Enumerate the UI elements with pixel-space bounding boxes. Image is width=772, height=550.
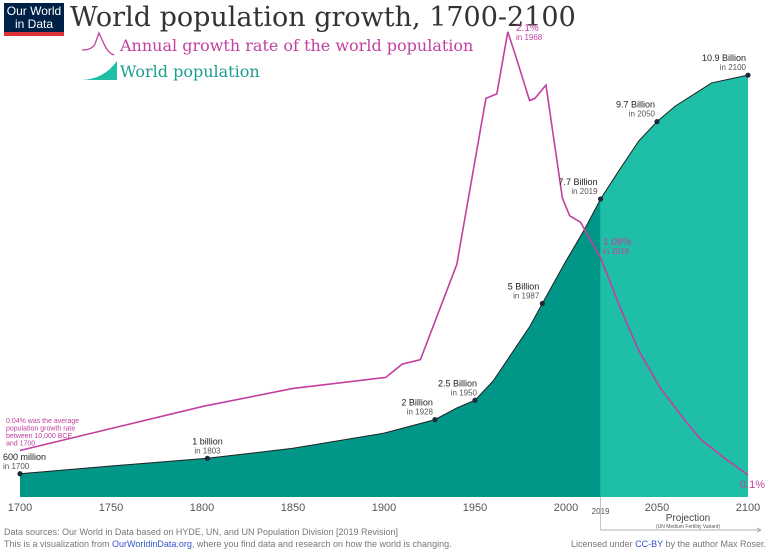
pop-sublabel: in 1803 bbox=[194, 446, 221, 455]
footer-sources: Data sources: Our World in Data based on… bbox=[4, 527, 399, 537]
pop-sublabel: in 2019 bbox=[571, 187, 598, 196]
x-tick-label: 1850 bbox=[281, 502, 305, 514]
pop-label: 1 billion bbox=[192, 436, 223, 446]
footer-vis-pre: This is a visualization from bbox=[4, 539, 113, 549]
pop-sublabel: in 2050 bbox=[629, 110, 656, 119]
x-tick-label: 1700 bbox=[8, 502, 32, 514]
footer-vis-post: , where you find data and research on ho… bbox=[191, 539, 452, 549]
projection-label: Projection bbox=[666, 513, 710, 524]
cc-by-link[interactable]: CC-BY bbox=[635, 539, 663, 549]
footer-license: Licensed under CC-BY by the author Max R… bbox=[571, 539, 766, 549]
growth-note-line: 0.04% was the average bbox=[6, 418, 79, 425]
x-tick-label: 1800 bbox=[190, 502, 214, 514]
pop-marker bbox=[654, 119, 660, 125]
projection-sublabel: (UN Medium Fertility Variant) bbox=[656, 524, 720, 530]
pop-label: 5 Billion bbox=[508, 282, 540, 292]
x-tick-label: 2000 bbox=[554, 502, 578, 514]
chart-title: World population growth, 1700-2100 bbox=[70, 2, 576, 33]
pop-marker bbox=[745, 72, 751, 78]
logo-line2: in Data bbox=[14, 17, 54, 31]
growth-2019-label: 1.08% bbox=[603, 237, 631, 248]
pop-sublabel: in 1950 bbox=[451, 388, 478, 397]
x-tick-label: 1950 bbox=[463, 502, 487, 514]
x-tick-label: 2050 bbox=[645, 502, 669, 514]
x-tick-label: 2100 bbox=[736, 502, 760, 514]
legend-population: World population bbox=[120, 62, 260, 81]
population-line bbox=[19, 74, 749, 475]
legend-growth: Annual growth rate of the world populati… bbox=[120, 36, 474, 55]
pop-label: 9.7 Billion bbox=[616, 100, 655, 110]
x-tick-label: 1750 bbox=[99, 502, 123, 514]
pop-sublabel: in 1987 bbox=[513, 292, 540, 301]
owid-logo[interactable]: Our World in Data bbox=[4, 3, 64, 36]
pop-sublabel: in 1928 bbox=[407, 408, 434, 417]
pop-sublabel: in 1700 bbox=[3, 462, 30, 471]
legend-growth-icon bbox=[81, 31, 115, 56]
growth-note-line: population growth rate bbox=[6, 426, 75, 433]
population-area-projection bbox=[600, 75, 748, 498]
pop-sublabel: in 2100 bbox=[720, 63, 747, 72]
pop-marker bbox=[17, 471, 23, 477]
pop-label: 2.5 Billion bbox=[438, 378, 477, 388]
growth-note-line: between 10,000 BCE bbox=[6, 433, 72, 440]
pop-marker bbox=[472, 397, 478, 403]
logo-line1: Our World bbox=[6, 4, 62, 18]
pop-label: 10.9 Billion bbox=[702, 53, 746, 63]
pop-marker bbox=[432, 417, 438, 423]
footer-lic-post: by the author Max Roser. bbox=[662, 539, 766, 549]
pop-marker bbox=[204, 455, 211, 461]
projection-arrow-head bbox=[756, 527, 762, 533]
growth-peak-sublabel: in 1968 bbox=[516, 33, 543, 42]
owid-link[interactable]: OurWorldinData.org bbox=[112, 539, 192, 549]
footer-visualization: This is a visualization from OurWorldinD… bbox=[4, 539, 452, 549]
pop-marker bbox=[539, 300, 545, 307]
growth-2100-label: 0.1% bbox=[740, 479, 765, 491]
pop-label: 600 million bbox=[3, 452, 46, 462]
pop-label: 7.7 Billion bbox=[559, 177, 598, 187]
x-tick-label: 1900 bbox=[372, 502, 396, 514]
growth-peak-label: 2.1% bbox=[516, 23, 539, 34]
pop-marker bbox=[597, 196, 604, 202]
population-area-historical bbox=[20, 199, 601, 497]
pop-label: 2 Billion bbox=[401, 398, 433, 408]
legend-population-icon bbox=[82, 61, 117, 80]
growth-rate-line bbox=[19, 31, 749, 476]
growth-note-line: and 1700 bbox=[6, 441, 35, 448]
growth-2019-sublabel: in 2019 bbox=[603, 247, 630, 256]
footer-lic-pre: Licensed under bbox=[571, 539, 636, 549]
